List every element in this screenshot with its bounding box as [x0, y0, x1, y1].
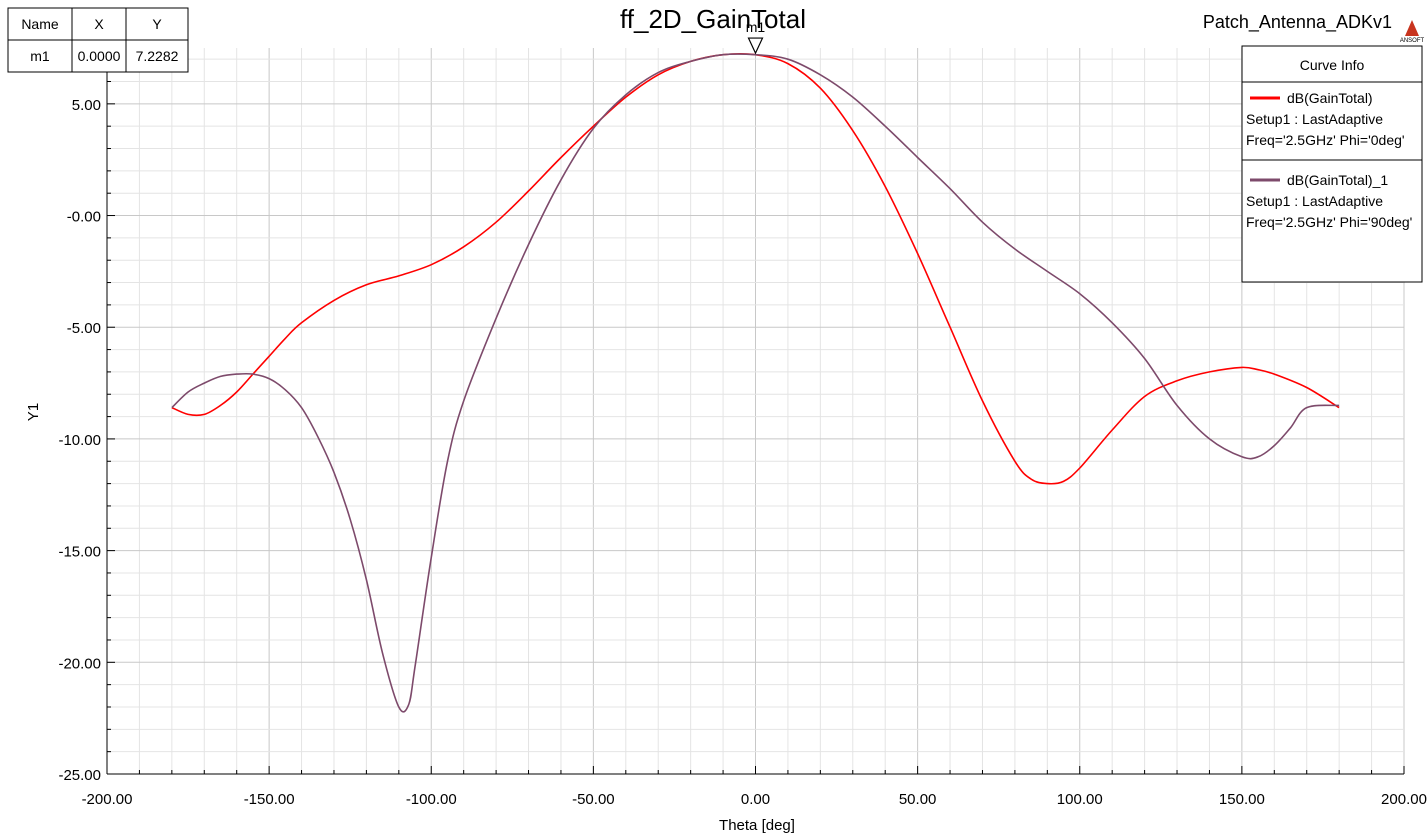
y-tick-label: -20.00: [58, 655, 101, 672]
x-tick-label: 200.00: [1381, 791, 1427, 808]
legend-entry-name: dB(GainTotal): [1287, 90, 1373, 106]
legend-header: Curve Info: [1300, 57, 1365, 73]
x-tick-label: -100.00: [406, 791, 457, 808]
x-tick-label: 0.00: [741, 791, 770, 808]
y-tick-label: -10.00: [58, 432, 101, 449]
table-cell-name: m1: [30, 48, 50, 64]
logo-text: ANSOFT: [1400, 38, 1425, 44]
marker-label: m1: [746, 19, 766, 35]
y-tick-label: -0.00: [67, 209, 101, 226]
y-tick-label: 5.00: [72, 97, 101, 114]
table-cell-y: 7.2282: [136, 48, 179, 64]
ansoft-logo-icon: ANSOFT: [1400, 20, 1425, 44]
chart-title: ff_2D_GainTotal: [620, 4, 806, 34]
x-axis-label: Theta [deg]: [719, 817, 795, 834]
table-header-x: X: [94, 16, 104, 32]
legend-entry-name: dB(GainTotal)_1: [1287, 172, 1388, 188]
table-header-name: Name: [21, 16, 59, 32]
legend-curve-info[interactable]: Curve Info dB(GainTotal) Setup1 : LastAd…: [1241, 45, 1423, 283]
y-tick-label: -25.00: [58, 767, 101, 784]
y-axis-label: Y1: [25, 403, 42, 421]
legend-entry-freq: Freq='2.5GHz' Phi='0deg': [1246, 132, 1405, 148]
legend-entry-freq: Freq='2.5GHz' Phi='90deg': [1246, 214, 1412, 230]
y-tick-label: -5.00: [67, 320, 101, 337]
x-tick-label: -200.00: [82, 791, 133, 808]
table-cell-x: 0.0000: [78, 48, 121, 64]
marker-table[interactable]: Name X Y m1 0.0000 7.2282: [7, 7, 189, 73]
x-tick-label: -50.00: [572, 791, 615, 808]
marker-triangle-icon[interactable]: [747, 37, 764, 55]
x-tick-label: 150.00: [1219, 791, 1265, 808]
legend-entry-phi90[interactable]: dB(GainTotal)_1 Setup1 : LastAdaptive Fr…: [1246, 172, 1412, 230]
legend-entry-setup: Setup1 : LastAdaptive: [1246, 111, 1383, 127]
plot-grid: [106, 48, 1405, 775]
x-tick-label: 100.00: [1057, 791, 1103, 808]
marker-layer: m1: [746, 19, 766, 55]
series-layer: [171, 52, 1340, 713]
project-name: Patch_Antenna_ADKv1: [1203, 12, 1392, 33]
plot-axes: -25.00 -20.00 -15.00 -10.00 -5.00 -0.00 5.00 -2…: [58, 48, 1427, 808]
series-line-phi90[interactable]: [171, 53, 1340, 713]
legend-entry-setup: Setup1 : LastAdaptive: [1246, 193, 1383, 209]
y-tick-label: -15.00: [58, 544, 101, 561]
x-tick-label: -150.00: [244, 791, 295, 808]
table-header-y: Y: [152, 16, 162, 32]
x-tick-label: 50.00: [899, 791, 937, 808]
legend-entry-phi0[interactable]: dB(GainTotal) Setup1 : LastAdaptive Freq…: [1246, 90, 1405, 148]
